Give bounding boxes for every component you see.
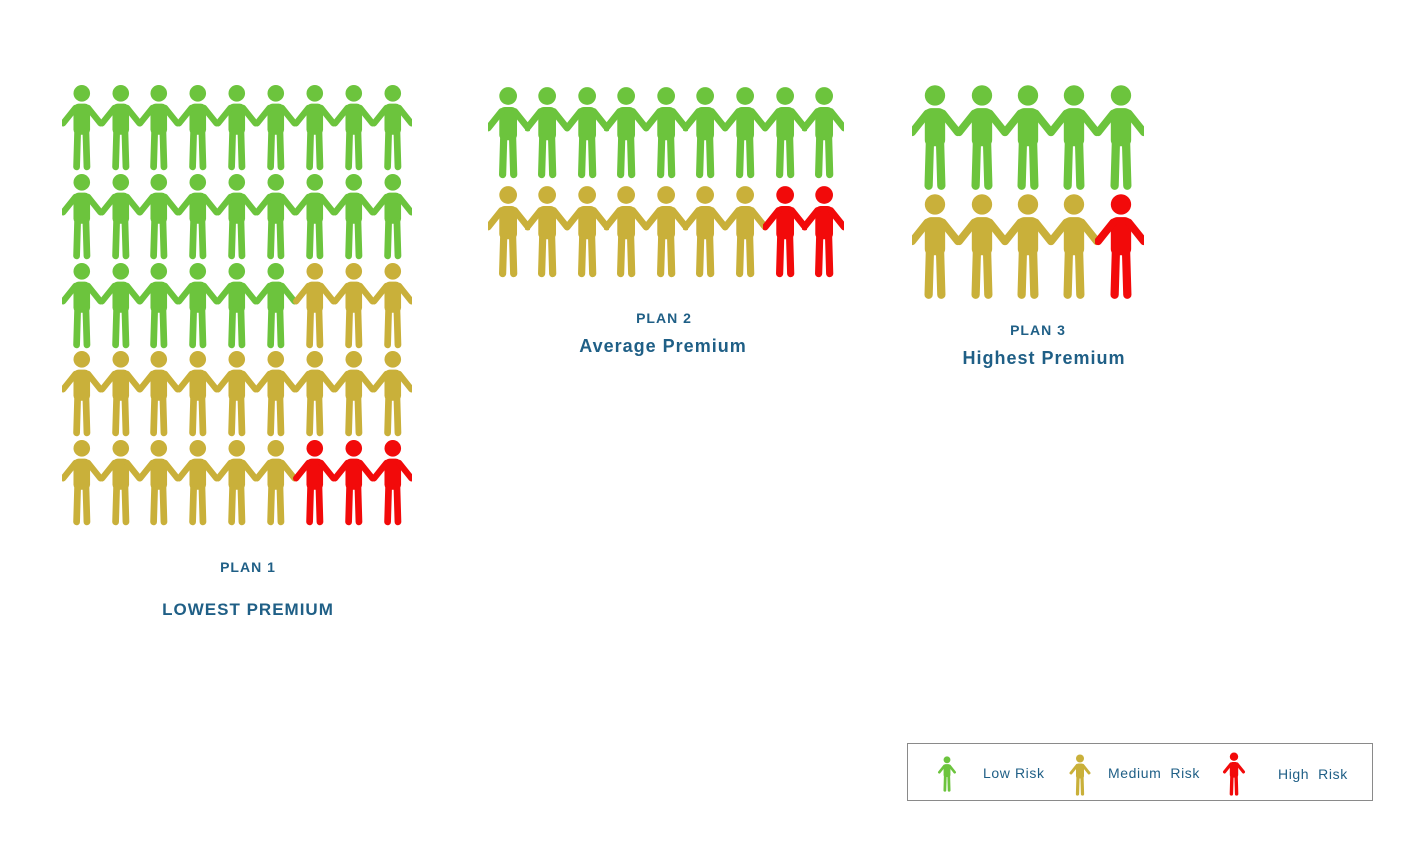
medium-risk-person-icon: [215, 440, 259, 526]
medium-risk-person-icon: [176, 440, 220, 526]
low-risk-person-icon: [98, 173, 143, 260]
medium-risk-person-icon: [604, 186, 649, 278]
low-risk-person-icon: [683, 87, 728, 179]
medium-risk-person-icon: [98, 440, 143, 526]
low-risk-person-icon: [370, 85, 412, 171]
legend-low-label: Low Risk: [983, 765, 1045, 781]
high-risk-person-icon: [370, 440, 412, 526]
medium-risk-person-icon: [293, 351, 337, 437]
plan-1-label: PLAN 1: [220, 559, 276, 575]
low-risk-person-icon: [936, 756, 958, 797]
low-risk-person-icon: [137, 173, 181, 260]
plan-2-label: PLAN 2: [636, 310, 692, 326]
plan-1-figures: [62, 84, 412, 528]
medium-risk-person-icon: [331, 262, 376, 348]
medium-risk-person-icon: [564, 186, 610, 278]
medium-risk-person-icon: [1069, 754, 1091, 801]
medium-risk-person-icon: [1048, 194, 1101, 299]
low-risk-person-icon: [643, 87, 689, 179]
plan-1-premium: LOWEST PREMIUM: [162, 600, 334, 619]
medium-risk-person-icon: [912, 194, 962, 299]
medium-risk-person-icon: [176, 351, 220, 437]
low-risk-person-icon: [1094, 85, 1144, 190]
medium-risk-person-icon: [331, 351, 376, 437]
low-risk-person-icon: [176, 173, 220, 260]
low-risk-person-icon: [215, 173, 259, 260]
medium-risk-person-icon: [254, 351, 298, 437]
low-risk-person-icon: [722, 87, 768, 179]
low-risk-person-icon: [802, 87, 844, 179]
plan-3-figures: [912, 84, 1144, 302]
low-risk-person-icon: [525, 87, 570, 179]
low-risk-person-icon: [912, 85, 962, 190]
medium-risk-person-icon: [98, 351, 143, 437]
medium-risk-person-icon: [370, 351, 412, 437]
medium-risk-person-icon: [955, 194, 1008, 299]
low-risk-person-icon: [762, 87, 807, 179]
legend-medium-label: Medium Risk: [1108, 765, 1200, 781]
plan-2-figures: [488, 84, 844, 282]
low-risk-person-icon: [215, 85, 259, 171]
medium-risk-person-icon: [137, 351, 181, 437]
low-risk-person-icon: [331, 173, 376, 260]
low-risk-person-icon: [137, 262, 181, 348]
plan-2-premium: Average Premium: [579, 336, 747, 356]
legend-high-label: High Risk: [1278, 766, 1348, 782]
high-risk-person-icon: [762, 186, 807, 278]
low-risk-person-icon: [254, 85, 298, 171]
low-risk-person-icon: [1002, 85, 1054, 190]
low-risk-person-icon: [98, 85, 143, 171]
medium-risk-person-icon: [62, 440, 104, 526]
plan-3-label: PLAN 3: [1010, 322, 1066, 338]
low-risk-person-icon: [215, 262, 259, 348]
medium-risk-person-icon: [643, 186, 689, 278]
medium-risk-person-icon: [254, 440, 298, 526]
low-risk-person-icon: [1048, 85, 1101, 190]
low-risk-person-icon: [293, 173, 337, 260]
low-risk-person-icon: [137, 85, 181, 171]
plan-3-premium: Highest Premium: [962, 348, 1126, 368]
high-risk-person-icon: [331, 440, 376, 526]
low-risk-person-icon: [254, 173, 298, 260]
medium-risk-person-icon: [62, 351, 104, 437]
risk-legend: Low Risk Medium Risk High Risk: [907, 743, 1373, 801]
low-risk-person-icon: [62, 85, 104, 171]
medium-risk-person-icon: [1002, 194, 1054, 299]
low-risk-person-icon: [176, 262, 220, 348]
low-risk-person-icon: [254, 262, 298, 348]
low-risk-person-icon: [488, 87, 530, 179]
medium-risk-person-icon: [722, 186, 768, 278]
low-risk-person-icon: [62, 262, 104, 348]
high-risk-person-icon: [1221, 752, 1247, 801]
low-risk-person-icon: [176, 85, 220, 171]
medium-risk-person-icon: [525, 186, 570, 278]
low-risk-person-icon: [955, 85, 1008, 190]
low-risk-person-icon: [293, 85, 337, 171]
medium-risk-person-icon: [137, 440, 181, 526]
medium-risk-person-icon: [293, 262, 337, 348]
low-risk-person-icon: [604, 87, 649, 179]
low-risk-person-icon: [370, 173, 412, 260]
medium-risk-person-icon: [215, 351, 259, 437]
high-risk-person-icon: [802, 186, 844, 278]
low-risk-person-icon: [564, 87, 610, 179]
medium-risk-person-icon: [683, 186, 728, 278]
low-risk-person-icon: [331, 85, 376, 171]
high-risk-person-icon: [293, 440, 337, 526]
low-risk-person-icon: [98, 262, 143, 348]
high-risk-person-icon: [1094, 194, 1144, 299]
medium-risk-person-icon: [488, 186, 530, 278]
medium-risk-person-icon: [370, 262, 412, 348]
low-risk-person-icon: [62, 173, 104, 260]
